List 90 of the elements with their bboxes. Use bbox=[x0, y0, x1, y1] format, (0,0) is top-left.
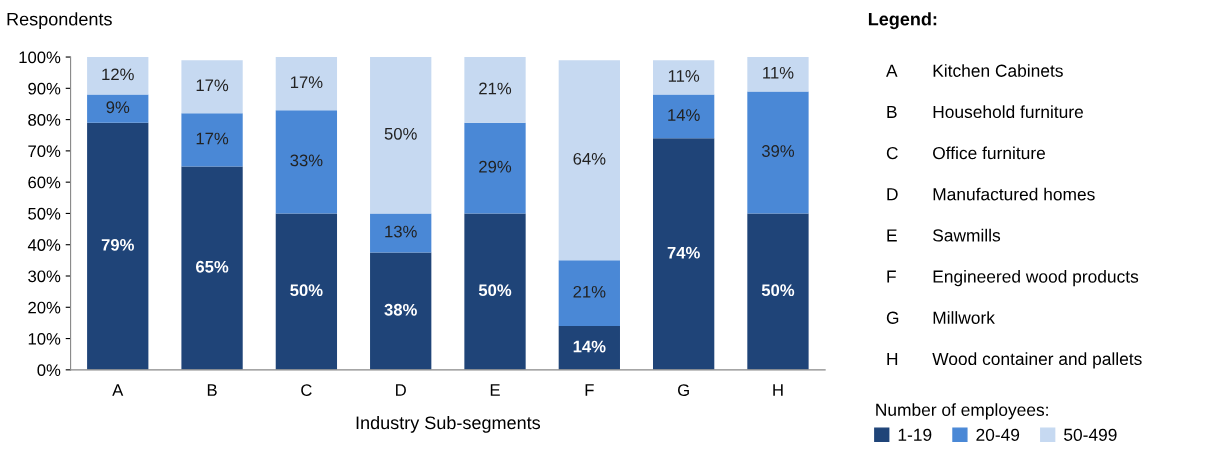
data-label: 38% bbox=[384, 303, 417, 316]
data-label: 50% bbox=[384, 127, 417, 140]
bar bbox=[181, 60, 243, 114]
bar bbox=[653, 94, 715, 139]
bar bbox=[87, 122, 149, 370]
text: D bbox=[887, 188, 898, 201]
data-label: 21% bbox=[479, 82, 512, 95]
data-label: 39% bbox=[761, 145, 795, 157]
text: Office furniture bbox=[933, 146, 1045, 160]
x-axis-title: Industry Sub-segments bbox=[356, 415, 541, 433]
y-tick-label: 60% bbox=[28, 176, 61, 189]
text: H bbox=[887, 352, 898, 365]
data-label: 11% bbox=[763, 66, 794, 79]
x-tick-label: H bbox=[773, 384, 783, 396]
y-tick-label: 40% bbox=[27, 239, 61, 251]
bar bbox=[558, 326, 620, 370]
bar bbox=[181, 113, 243, 167]
bar bbox=[275, 57, 338, 111]
data-label: 50% bbox=[478, 284, 512, 297]
bar bbox=[275, 110, 338, 214]
data-label: 14% bbox=[668, 109, 700, 121]
data-label: 64% bbox=[573, 152, 606, 165]
bar bbox=[87, 94, 149, 123]
data-label: 17% bbox=[196, 132, 229, 145]
x-tick-label: G bbox=[678, 384, 689, 396]
legend-label: 50-499 bbox=[1064, 428, 1117, 441]
bar bbox=[87, 57, 149, 95]
y-tick-label: 100% bbox=[19, 51, 61, 64]
data-label: 21% bbox=[573, 285, 606, 298]
text: E bbox=[887, 229, 897, 242]
data-label: 12% bbox=[102, 68, 134, 81]
x-tick-label: D bbox=[396, 384, 406, 396]
text: Wood container and pallets bbox=[932, 352, 1142, 369]
bar bbox=[464, 213, 526, 370]
x-tick-label: F bbox=[585, 384, 594, 396]
data-label: 79% bbox=[101, 238, 134, 251]
y-axis-title: Respondents bbox=[7, 12, 112, 30]
text: Engineered wood products bbox=[933, 269, 1139, 287]
bar bbox=[558, 260, 620, 327]
x-tick-label: E bbox=[490, 384, 500, 396]
x-tick-label: B bbox=[207, 384, 217, 396]
bar bbox=[558, 60, 620, 261]
bar bbox=[370, 57, 432, 214]
y-tick-label: 50% bbox=[28, 207, 61, 220]
x-tick-label: C bbox=[301, 384, 312, 396]
data-label: 29% bbox=[479, 160, 512, 173]
bar bbox=[370, 213, 432, 253]
text: Kitchen Cabinets bbox=[933, 64, 1063, 77]
y-tick-label: 20% bbox=[28, 301, 61, 314]
data-label: 17% bbox=[290, 76, 323, 89]
text: A bbox=[886, 64, 898, 77]
data-label: 11% bbox=[668, 70, 700, 82]
bar bbox=[464, 122, 526, 214]
bar bbox=[747, 57, 809, 92]
y-tick-label: 30% bbox=[28, 270, 61, 283]
text: Legend: bbox=[868, 12, 937, 30]
y-tick-label: 10% bbox=[28, 332, 61, 345]
data-label: 17% bbox=[196, 79, 229, 92]
data-label: 13% bbox=[385, 225, 417, 238]
text: Millwork bbox=[933, 311, 995, 324]
data-label: 74% bbox=[667, 246, 700, 259]
data-label: 9% bbox=[106, 101, 130, 114]
bar bbox=[653, 60, 715, 95]
y-tick-label: 0% bbox=[37, 364, 61, 377]
legend-title: Number of employees: bbox=[876, 403, 1048, 420]
text: G bbox=[886, 311, 899, 324]
y-tick-label: 90% bbox=[28, 82, 61, 95]
bar bbox=[181, 166, 243, 370]
x-tick-label: A bbox=[112, 384, 124, 396]
data-label: 50% bbox=[761, 284, 795, 297]
bar bbox=[747, 213, 809, 370]
data-label: 14% bbox=[573, 340, 606, 353]
bar bbox=[653, 138, 715, 370]
bar bbox=[464, 57, 526, 123]
y-tick-label: 70% bbox=[28, 145, 61, 158]
text: Sawmills bbox=[933, 228, 1001, 242]
data-label: 50% bbox=[290, 284, 323, 297]
bar bbox=[370, 252, 432, 370]
legend-label: 1-19 bbox=[898, 428, 932, 441]
y-tick-label: 80% bbox=[28, 114, 61, 126]
text: Household furniture bbox=[933, 105, 1083, 119]
text: C bbox=[886, 146, 898, 160]
bar bbox=[275, 213, 338, 370]
text: F bbox=[887, 270, 896, 283]
text: B bbox=[887, 105, 897, 118]
bar bbox=[747, 91, 809, 214]
text: Manufactured homes bbox=[933, 187, 1095, 201]
data-label: 33% bbox=[290, 154, 323, 167]
legend-label: 20-49 bbox=[976, 428, 1020, 441]
data-label: 65% bbox=[195, 260, 229, 273]
